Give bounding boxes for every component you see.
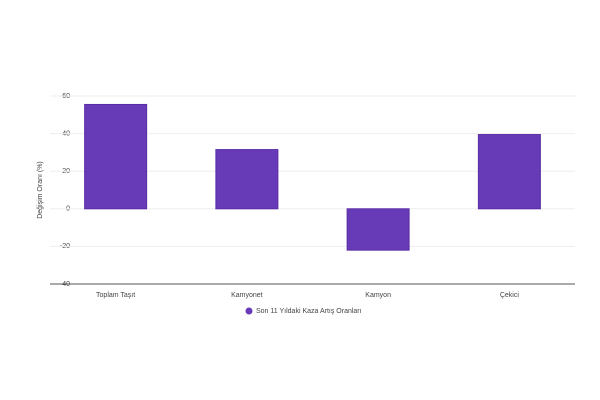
x-tick-label: Kamyonet [231,292,263,299]
x-tick-label: Çekici [500,292,520,299]
bar [84,103,148,210]
y-axis-label: Değişim Oranı (%) [37,161,44,219]
bar [346,208,410,251]
bar [215,149,279,210]
legend-label: Son 11 Yıldaki Kaza Artış Oranları [256,308,362,315]
x-tick-label: Kamyon [365,292,391,299]
bar [477,134,541,210]
legend-marker [245,307,253,315]
x-tick-label: Toplam Taşıt [96,292,135,299]
